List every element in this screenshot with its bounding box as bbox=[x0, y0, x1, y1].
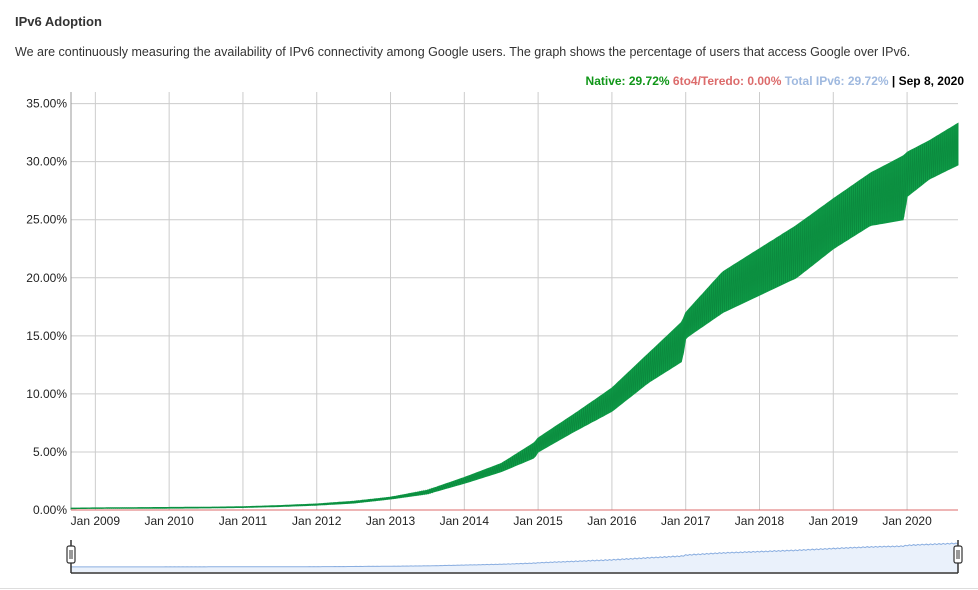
legend-teredo: 6to4/Teredo: 0.00% bbox=[672, 74, 782, 88]
x-tick-label: Jan 2011 bbox=[219, 514, 268, 528]
page-description: We are continuously measuring the availa… bbox=[15, 45, 911, 59]
x-tick-label: Jan 2015 bbox=[513, 514, 563, 528]
y-tick-label: 5.00% bbox=[33, 445, 67, 459]
legend-total: Total IPv6: 29.72% bbox=[784, 74, 889, 88]
x-tick-label: Jan 2013 bbox=[366, 514, 416, 528]
native-series-line bbox=[70, 123, 959, 509]
x-tick-label: Jan 2017 bbox=[661, 514, 711, 528]
x-tick-label: Jan 2010 bbox=[144, 514, 194, 528]
navigator-right-handle[interactable] bbox=[953, 545, 963, 564]
page-title: IPv6 Adoption bbox=[15, 14, 102, 29]
legend-date: Sep 8, 2020 bbox=[898, 74, 964, 88]
y-tick-label: 35.00% bbox=[26, 97, 67, 111]
bottom-divider bbox=[0, 588, 978, 589]
navigator-left-handle[interactable] bbox=[66, 545, 76, 564]
navigator-line bbox=[71, 542, 959, 568]
legend-native: Native: 29.72% bbox=[585, 74, 670, 88]
x-axis-ticks: Jan 2009 Jan 2010 Jan 2011 Jan 2012 Jan 2013… bbox=[71, 514, 932, 528]
x-tick-label: Jan 2014 bbox=[440, 514, 490, 528]
y-tick-label: 0.00% bbox=[33, 503, 67, 517]
y-tick-label: 25.00% bbox=[26, 213, 67, 227]
x-tick-label: Jan 2020 bbox=[882, 514, 932, 528]
x-tick-label: Jan 2019 bbox=[809, 514, 859, 528]
native-series-band bbox=[70, 122, 959, 510]
y-tick-label: 30.00% bbox=[26, 155, 67, 169]
chart-legend: Native: 29.72% 6to4/Teredo: 0.00% Total … bbox=[586, 74, 964, 88]
y-tick-label: 20.00% bbox=[26, 271, 67, 285]
legend-separator: | bbox=[888, 74, 899, 88]
x-tick-label: Jan 2012 bbox=[292, 514, 342, 528]
y-tick-label: 15.00% bbox=[26, 329, 67, 343]
x-tick-label: Jan 2016 bbox=[587, 514, 637, 528]
x-tick-label: Jan 2018 bbox=[735, 514, 785, 528]
y-tick-label: 10.00% bbox=[26, 387, 67, 401]
y-axis-ticks: 0.00% 5.00% 10.00% 15.00% 20.00% 25.00% 30.00%… bbox=[26, 97, 67, 517]
chart-series bbox=[70, 122, 959, 511]
x-tick-label: Jan 2009 bbox=[71, 514, 121, 528]
range-navigator[interactable] bbox=[66, 540, 963, 574]
navigator-area bbox=[71, 543, 958, 572]
chart-grid bbox=[70, 92, 958, 511]
